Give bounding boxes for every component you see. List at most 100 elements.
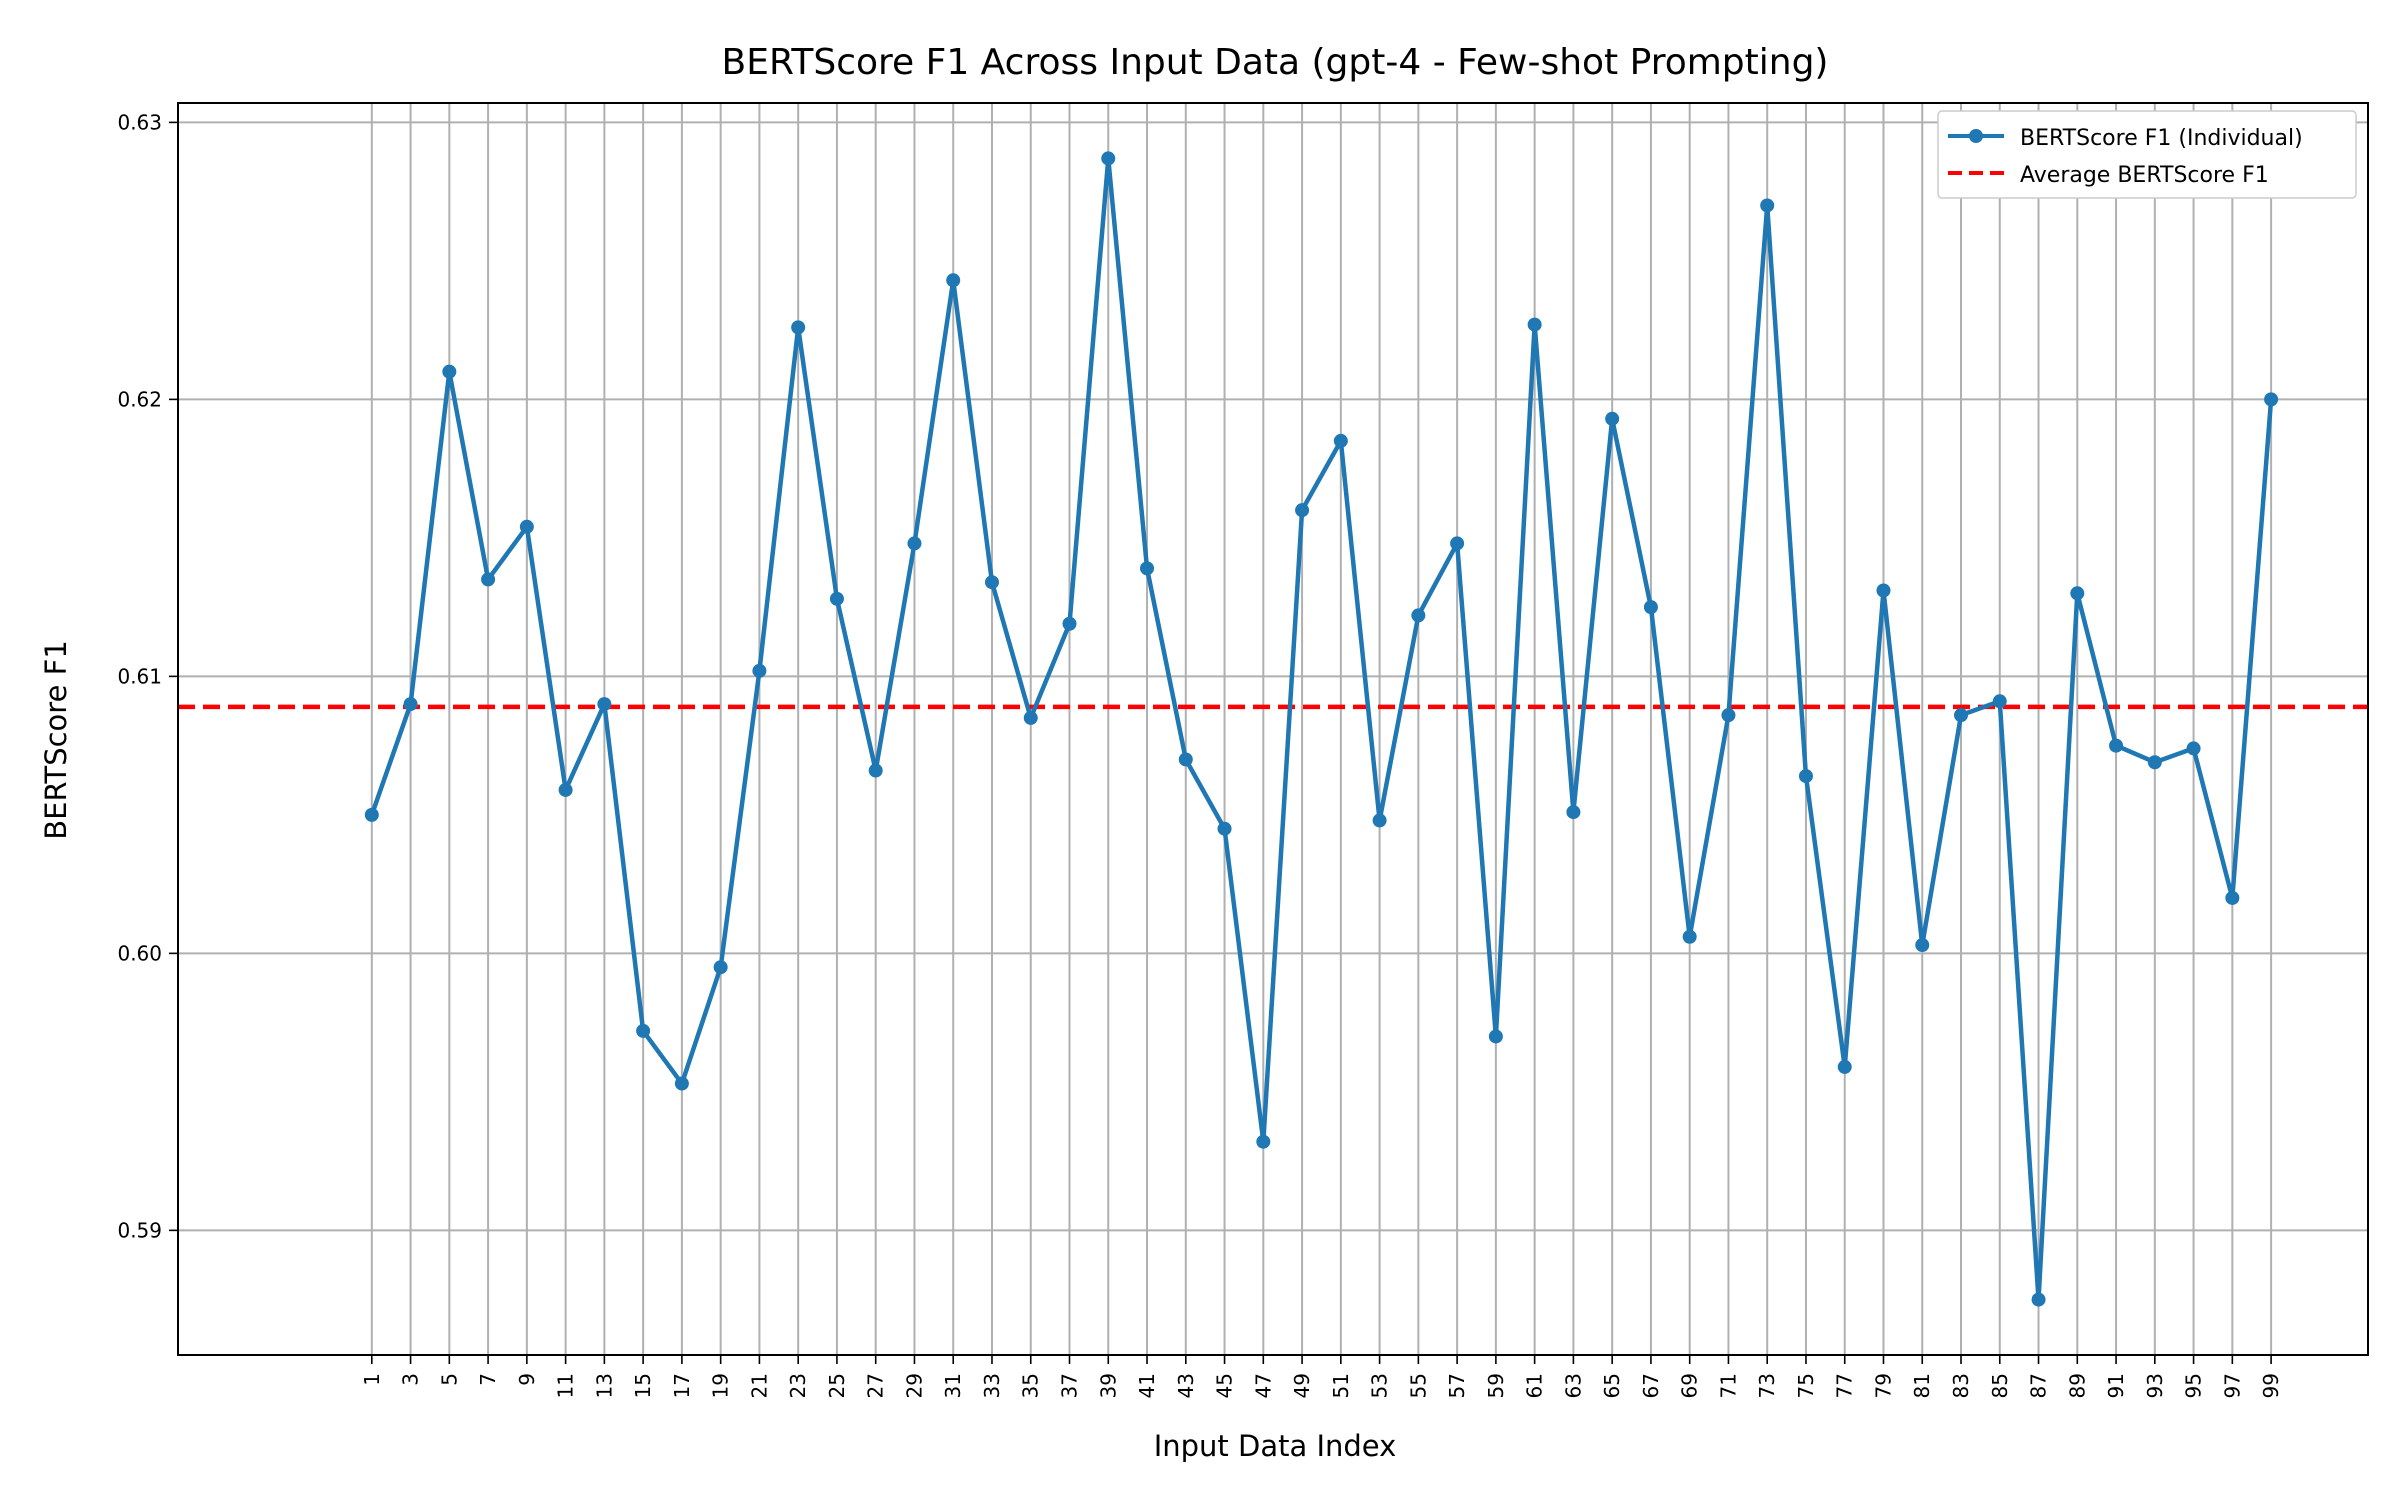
data-point: [558, 782, 573, 797]
data-point: [1062, 616, 1077, 631]
data-point: [1101, 151, 1116, 166]
chart-title: BERTScore F1 Across Input Data (gpt-4 - …: [722, 42, 1829, 83]
data-point: [1217, 821, 1232, 836]
x-tick-label: 29: [902, 1373, 926, 1398]
x-tick-label: 87: [2027, 1373, 2051, 1398]
x-tick-label: 57: [1445, 1373, 1469, 1398]
data-point: [1643, 600, 1658, 615]
x-tick-label: 75: [1794, 1373, 1818, 1398]
data-point: [597, 697, 612, 712]
data-point: [2264, 392, 2279, 407]
data-point: [2031, 1292, 2046, 1307]
data-point: [1566, 805, 1581, 820]
x-tick-label: 89: [2065, 1373, 2089, 1398]
data-point: [1992, 694, 2007, 709]
data-point: [481, 572, 496, 587]
x-tick-label: 27: [864, 1373, 888, 1398]
y-tick-label: 0.62: [117, 387, 162, 411]
x-tick-label: 81: [1910, 1373, 1934, 1398]
data-point: [364, 807, 379, 822]
data-point: [791, 320, 806, 335]
x-tick-label: 91: [2104, 1373, 2128, 1398]
data-point: [829, 591, 844, 606]
x-axis-label: Input Data Index: [1154, 1429, 1397, 1463]
x-tick-label: 97: [2220, 1373, 2244, 1398]
data-point: [403, 697, 418, 712]
data-point: [907, 536, 922, 551]
x-tick-label: 69: [1678, 1373, 1702, 1398]
x-tick-label: 19: [709, 1373, 733, 1398]
x-tick-label: 9: [515, 1373, 539, 1386]
x-tick-label: 25: [825, 1373, 849, 1398]
x-tick-label: 7: [476, 1373, 500, 1386]
data-point: [1915, 938, 1930, 953]
y-tick-label: 0.59: [117, 1218, 162, 1242]
x-tick-label: 99: [2259, 1373, 2283, 1398]
x-tick-label: 63: [1561, 1373, 1585, 1398]
x-tick-label: 45: [1213, 1373, 1237, 1398]
data-point: [1682, 929, 1697, 944]
data-point: [946, 273, 961, 288]
x-tick-label: 11: [554, 1373, 578, 1398]
data-point: [1837, 1059, 1852, 1074]
x-tick-label: 35: [1019, 1373, 1043, 1398]
data-point: [1798, 769, 1813, 784]
data-point: [1488, 1029, 1503, 1044]
data-point: [1760, 198, 1775, 213]
x-tick-label: 61: [1523, 1373, 1547, 1398]
y-tick-label: 0.63: [117, 110, 162, 134]
legend: BERTScore F1 (Individual) Average BERTSc…: [1937, 110, 2357, 199]
x-tick-label: 71: [1716, 1373, 1740, 1398]
x-tick-label: 41: [1135, 1373, 1159, 1398]
x-tick-label: 65: [1600, 1373, 1624, 1398]
legend-individual-marker: [1969, 129, 1983, 143]
x-tick-label: 85: [1988, 1373, 2012, 1398]
data-point: [2147, 755, 2162, 770]
tick-layer: 1 3 5 7 9 11 13 15 17 19 21 23 25 27 29 31 33 35 37 39 41 43 4…: [117, 110, 2283, 1398]
x-tick-label: 1: [360, 1373, 384, 1386]
x-tick-label: 15: [631, 1373, 655, 1398]
data-point: [674, 1076, 689, 1091]
data-point: [1178, 752, 1193, 767]
x-tick-label: 53: [1368, 1373, 1392, 1398]
x-tick-label: 37: [1058, 1373, 1082, 1398]
x-tick-label: 59: [1484, 1373, 1508, 1398]
data-point: [2070, 586, 2085, 601]
data-point: [2225, 890, 2240, 905]
data-point: [1411, 608, 1426, 623]
axes-layer: [177, 102, 2369, 1356]
x-tick-label: 23: [786, 1373, 810, 1398]
x-tick-label: 21: [747, 1373, 771, 1398]
data-point: [1023, 710, 1038, 725]
x-tick-label: 5: [437, 1373, 461, 1386]
data-point: [1527, 317, 1542, 332]
x-tick-label: 47: [1251, 1373, 1275, 1398]
x-tick-label: 49: [1290, 1373, 1314, 1398]
data-point: [1876, 583, 1891, 598]
legend-individual-label: BERTScore F1 (Individual): [2020, 126, 2303, 151]
data-point: [2109, 738, 2124, 753]
x-tick-label: 95: [2182, 1373, 2206, 1398]
data-point: [1721, 708, 1736, 723]
data-point: [1140, 561, 1155, 576]
y-tick-label: 0.61: [117, 664, 162, 688]
data-point: [1954, 708, 1969, 723]
data-point: [1295, 503, 1310, 518]
data-point: [519, 519, 534, 534]
legend-average-label: Average BERTScore F1: [2020, 163, 2269, 188]
data-point: [868, 763, 883, 778]
data-point: [2186, 741, 2201, 756]
data-point: [1372, 813, 1387, 828]
legend-box: [1937, 110, 2357, 199]
data-point: [1605, 411, 1620, 426]
x-tick-label: 79: [1871, 1373, 1895, 1398]
x-tick-label: 43: [1174, 1373, 1198, 1398]
data-point: [1256, 1134, 1271, 1149]
series-layer: [364, 151, 2279, 1307]
x-tick-label: 55: [1406, 1373, 1430, 1398]
grid-layer: [178, 103, 2368, 1355]
x-tick-label: 3: [399, 1373, 423, 1386]
data-point: [713, 960, 728, 975]
